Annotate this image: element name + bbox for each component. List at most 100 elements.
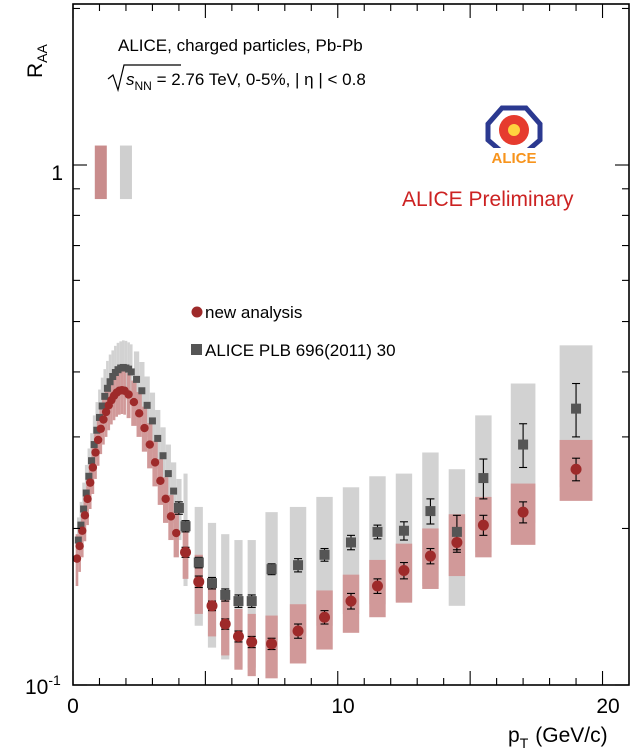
new-analysis-point-8 [93,435,103,445]
y-tick-base: 10 [25,676,48,699]
new-analysis-point-30 [193,576,205,588]
x-tick-label-0: 0 [67,695,79,718]
new-analysis-point-42 [451,536,463,548]
reference-point-45 [518,439,529,450]
reference-point-38 [319,549,330,560]
reference-point-7 [93,426,101,434]
new-analysis-point-40 [398,565,410,577]
reference-point-29 [173,502,184,513]
x-axis-title-sub: T [520,735,529,751]
reference-point-28 [170,487,178,495]
energy-subscript: NN [135,79,152,93]
new-analysis-markers [72,385,582,650]
reference-point-8 [95,413,103,421]
legend-new-analysis-marker [191,306,203,318]
new-analysis-point-6 [88,463,98,472]
y-tick-label-1: 1 [51,162,63,185]
alice-logo: ALICE [485,105,543,167]
new-analysis-point-41 [424,550,436,562]
reference-point-11 [103,384,111,392]
new-analysis-point-22 [140,423,149,433]
new-analysis-point-0 [72,554,82,563]
preliminary-label: ALICE Preliminary [402,188,574,211]
new-analysis-point-19 [124,390,133,399]
x-axis-title-unit: (GeV/c) [535,724,607,747]
reference-point-27 [164,470,172,478]
new-analysis-point-29 [180,546,192,558]
y-tick-exponent: -1 [48,672,61,688]
reference-point-24 [148,417,156,425]
new-analysis-point-43 [477,519,489,531]
new-analysis-point-23 [145,440,154,449]
logo-core-icon [508,124,520,136]
new-analysis-point-32 [219,618,231,630]
x-tick-label-20: 20 [596,695,619,718]
reference-point-40 [372,526,383,537]
new-analysis-point-39 [371,580,383,592]
header-line-2-text: sNN = 2.76 TeV, 0-5%, | η | < 0.8 [126,70,366,93]
new-analysis-point-11 [101,407,111,417]
logo-text: ALICE [492,150,537,167]
new-analysis-point-5 [86,478,95,487]
y-axis-title-main: R [24,63,47,78]
y-axis-title-sub: AA [34,43,50,62]
new-analysis-point-45 [570,463,582,475]
reference-point-43 [451,526,462,537]
new-analysis-point-4 [83,494,92,504]
new-analysis-point-25 [156,476,165,485]
new-analysis-point-33 [232,630,244,642]
new-analysis-point-24 [150,458,160,467]
new-analysis-point-26 [161,494,170,504]
new-analysis-point-37 [319,611,331,623]
reference-point-35 [246,596,257,607]
new-analysis-point-27 [166,512,176,521]
x-axis-title-main: p [508,724,520,747]
reference-point-9 [98,402,106,410]
energy-details: = 2.76 TeV, 0-5%, | η | < 0.8 [152,70,366,89]
reference-point-44 [478,473,489,484]
energy-symbol: s [126,70,135,89]
reference-point-31 [193,557,204,568]
reference-point-42 [425,506,436,517]
new-analysis-point-20 [129,397,139,407]
axis-ticks [72,4,629,686]
new-analysis-point-2 [78,526,87,535]
legend-reference-marker [191,344,202,355]
new-analysis-point-44 [517,506,529,518]
reference-point-34 [233,596,244,607]
reference-point-2 [80,505,88,513]
plot-frame [72,3,630,686]
header-line-1: ALICE, charged particles, Pb-Pb [118,36,363,55]
reference-point-4 [85,472,93,480]
reference-point-20 [127,368,135,376]
new-analysis-point-34 [246,636,258,648]
logo-text-backing [492,148,536,165]
new-analysis-point-1 [75,541,84,551]
legend: new analysis ALICE PLB 696(2011) 30 [191,303,396,360]
new-analysis-point-9 [96,424,106,433]
normalization-uncertainty-boxes [94,145,132,200]
y-tick-label-0.1: 10-1 [25,672,61,699]
reference-point-10 [101,392,109,400]
reference-point-33 [220,589,231,600]
header-line-2: sNN = 2.76 TeV, 0-5%, | η | < 0.8 [107,64,366,93]
reference-point-13 [109,372,117,380]
new-analysis-point-7 [91,448,100,457]
x-tick-label-10: 10 [331,695,354,718]
legend-new-analysis-label: new analysis [205,303,302,322]
new-analysis-point-28 [172,528,181,538]
reference-point-23 [143,401,151,409]
normalization-box-1 [119,145,132,200]
x-axis-title: pT (GeV/c) [508,724,608,751]
legend-reference-label: ALICE PLB 696(2011) 30 [205,341,396,360]
new-analysis-point-10 [99,415,108,424]
reference-markers [74,363,582,607]
reference-point-0 [74,536,82,544]
sqrt-symbol-icon [107,64,181,93]
reference-band-36 [265,512,278,641]
reference-point-3 [82,489,90,497]
reference-point-6 [90,441,98,449]
reference-point-46 [571,403,582,414]
reference-point-30 [180,521,191,532]
new-analysis-point-31 [206,600,218,612]
